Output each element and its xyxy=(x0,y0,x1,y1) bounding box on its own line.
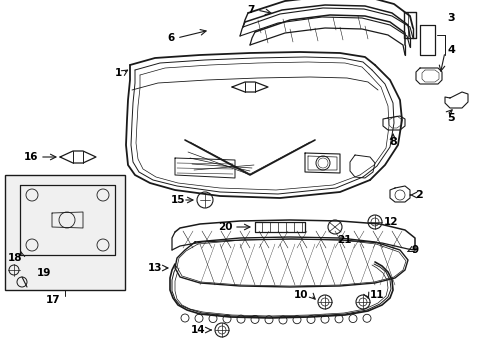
Text: 7: 7 xyxy=(247,5,254,15)
Text: 5: 5 xyxy=(446,113,454,123)
Text: 17: 17 xyxy=(45,295,60,305)
Text: 12: 12 xyxy=(383,217,398,227)
Text: 19: 19 xyxy=(37,268,51,278)
Bar xyxy=(5,175,125,290)
Text: 2: 2 xyxy=(414,190,422,200)
Text: 18: 18 xyxy=(8,253,22,263)
Text: 20: 20 xyxy=(218,222,232,232)
Text: 4: 4 xyxy=(446,45,454,55)
Text: 10: 10 xyxy=(293,290,307,300)
Text: 16: 16 xyxy=(23,152,38,162)
Text: 14: 14 xyxy=(190,325,204,335)
Text: 6: 6 xyxy=(167,33,175,43)
Text: 8: 8 xyxy=(388,137,396,147)
Text: 9: 9 xyxy=(411,245,418,255)
Text: 1: 1 xyxy=(115,68,122,78)
Text: 3: 3 xyxy=(446,13,454,23)
Text: 13: 13 xyxy=(147,263,162,273)
Text: 21: 21 xyxy=(336,235,351,245)
Text: 11: 11 xyxy=(369,290,384,300)
Text: 15: 15 xyxy=(170,195,184,205)
